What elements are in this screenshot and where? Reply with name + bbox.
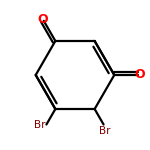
Text: O: O — [37, 13, 48, 26]
Text: Br: Br — [33, 120, 45, 130]
Text: Br: Br — [99, 126, 110, 136]
Text: O: O — [134, 68, 145, 81]
